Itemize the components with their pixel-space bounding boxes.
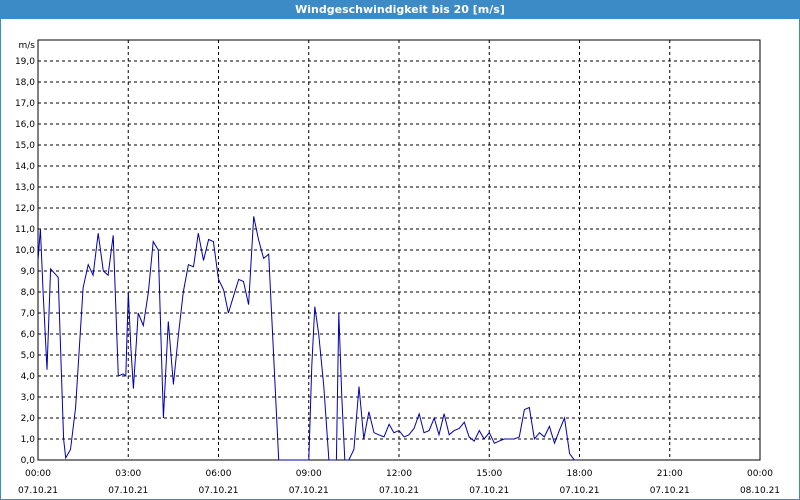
y-tick-label: 5,0 — [21, 351, 36, 361]
grid — [38, 40, 760, 460]
x-tick-time-label: 12:00 — [386, 469, 412, 479]
y-tick-label: 11,0 — [15, 225, 35, 235]
y-tick-label: 2,0 — [21, 414, 36, 424]
y-axis: m/s 0,0 1,0 2,0 3,0 4,0 5,0 6,0 7,0 8,0 9,0 10,0 11… — [15, 41, 35, 466]
x-tick-time-label: 18:00 — [567, 469, 593, 479]
x-tick-time-label: 00:00 — [25, 469, 51, 479]
x-tick-time-label: 15:00 — [476, 469, 502, 479]
y-tick-label: 8,0 — [21, 288, 36, 298]
x-tick-date-label: 07.10.21 — [469, 486, 509, 496]
y-tick-label: 6,0 — [21, 330, 36, 340]
x-tick-time-label: 09:00 — [296, 469, 322, 479]
y-tick-label: 4,0 — [21, 372, 36, 382]
x-tick-date-label: 07.10.21 — [289, 486, 329, 496]
x-tick-time-label: 06:00 — [206, 469, 232, 479]
y-tick-label: 7,0 — [21, 309, 36, 319]
x-tick-date-label: 07.10.21 — [108, 486, 148, 496]
x-tick-date-label: 07.10.21 — [18, 486, 58, 496]
y-tick-label: 18,0 — [15, 78, 35, 88]
plot-area — [37, 39, 761, 461]
y-tick-label: 19,0 — [15, 57, 35, 67]
y-axis-unit-label: m/s — [19, 41, 36, 51]
y-tick-label: 0,0 — [21, 456, 36, 466]
window-title: Windgeschwindigkeit bis 20 [m/s] — [0, 0, 800, 19]
y-tick-label: 16,0 — [15, 120, 35, 130]
y-tick-label: 14,0 — [15, 162, 35, 172]
y-tick-label: 1,0 — [21, 435, 36, 445]
x-tick-time-label: 21:00 — [657, 469, 683, 479]
x-tick-date-label: 07.10.21 — [379, 486, 419, 496]
wind-speed-series-line — [37, 216, 578, 461]
y-tick-label: 15,0 — [15, 141, 35, 151]
x-tick-time-label: 00:00 — [747, 469, 773, 479]
y-tick-label: 17,0 — [15, 99, 35, 109]
x-tick-date-label: 08.10.21 — [740, 486, 780, 496]
y-tick-label: 9,0 — [21, 267, 36, 277]
x-tick-date-label: 07.10.21 — [650, 486, 690, 496]
x-tick-date-label: 07.10.21 — [198, 486, 238, 496]
y-tick-label: 3,0 — [21, 393, 36, 403]
y-tick-label: 12,0 — [15, 204, 35, 214]
y-tick-label: 10,0 — [15, 246, 35, 256]
x-tick-date-label: 07.10.21 — [559, 486, 599, 496]
x-tick-time-label: 03:00 — [115, 469, 141, 479]
y-tick-label: 13,0 — [15, 183, 35, 193]
x-axis: 00:00 07.10.21 03:00 07.10.21 06:00 07.10.21 0… — [18, 469, 780, 496]
